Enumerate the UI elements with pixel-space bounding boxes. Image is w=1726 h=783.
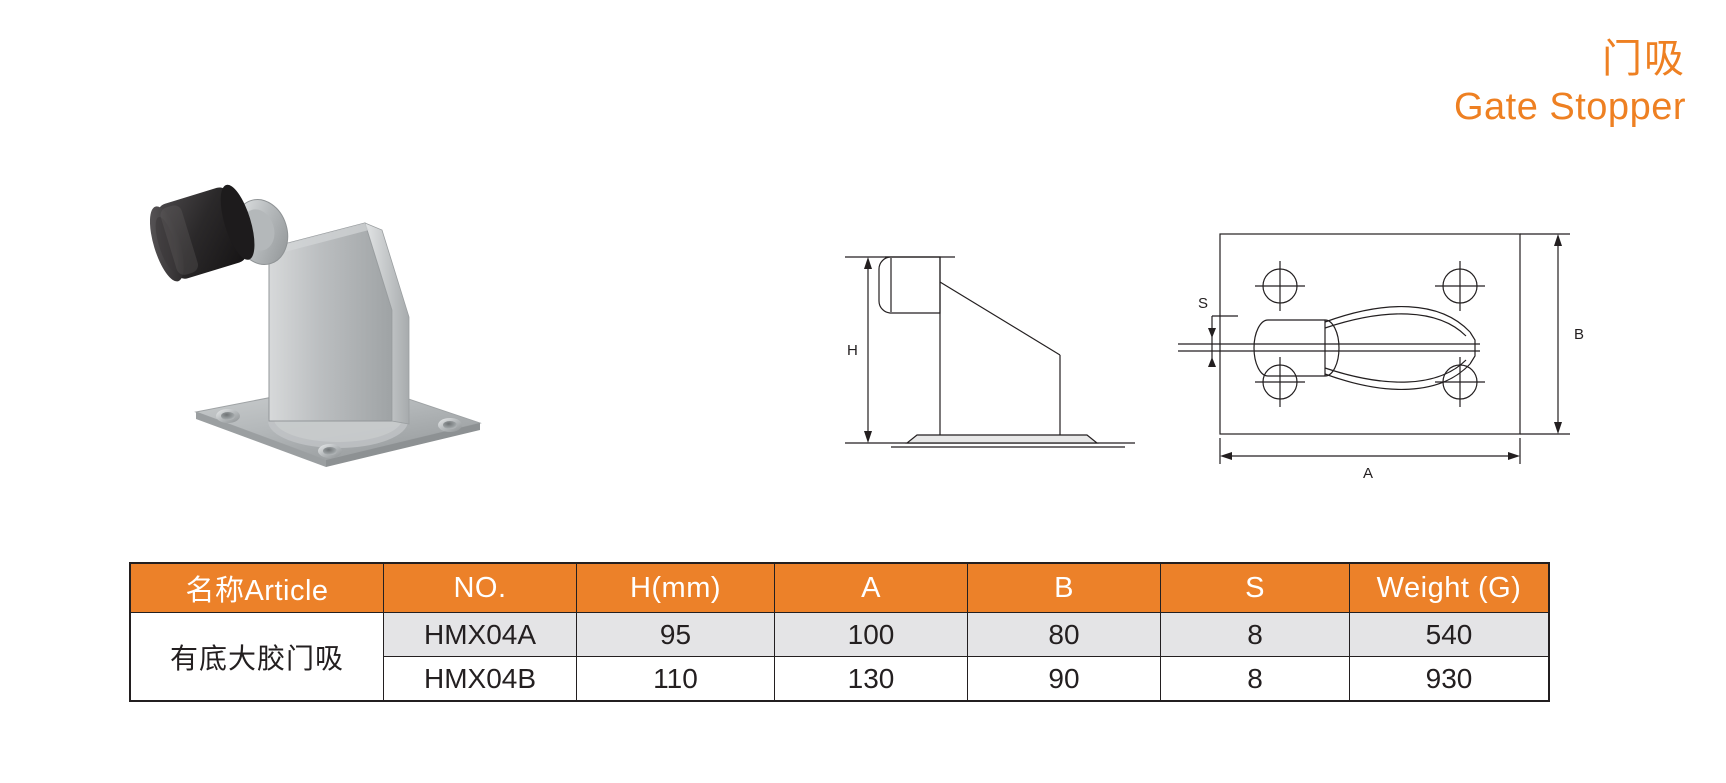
table-row: HMX04B 110 130 90 8 930 xyxy=(130,656,1550,702)
column-header-b: B xyxy=(967,562,1161,613)
cell-h: 110 xyxy=(576,656,775,702)
page-header: 门吸 Gate Stopper xyxy=(1046,36,1686,129)
screw-hole-top-left xyxy=(1255,261,1305,311)
column-header-no: NO. xyxy=(383,562,577,613)
column-header-a: A xyxy=(774,562,968,613)
photo-rubber-bumper xyxy=(150,184,255,282)
cell-no: HMX04A xyxy=(383,612,577,657)
column-header-weight: Weight (G) xyxy=(1349,562,1550,613)
dimension-label-h: H xyxy=(847,342,858,359)
screw-hole-top-right xyxy=(1435,261,1485,311)
column-header-s: S xyxy=(1160,562,1350,613)
column-header-article: 名称Article xyxy=(129,562,384,613)
page-title-english: Gate Stopper xyxy=(1453,86,1686,129)
cell-weight: 540 xyxy=(1349,612,1550,657)
cell-a: 130 xyxy=(774,656,968,702)
dimension-label-s: S xyxy=(1198,295,1208,312)
cell-no: HMX04B xyxy=(383,656,577,702)
side-elevation-drawing: H xyxy=(835,225,1155,475)
photo-upright-bracket xyxy=(268,222,410,425)
product-photo xyxy=(150,140,550,480)
specification-table: 名称Article NO. H(mm) A B S Weight (G) 有底大… xyxy=(129,562,1550,702)
cell-s: 8 xyxy=(1160,612,1350,657)
cell-h: 95 xyxy=(576,612,775,657)
table-header-row: 名称Article NO. H(mm) A B S Weight (G) xyxy=(129,562,1550,613)
cell-article-name: 有底大胶门吸 xyxy=(129,612,384,702)
top-plan-drawing: S A B xyxy=(1170,220,1650,480)
cell-weight: 930 xyxy=(1349,656,1550,702)
cell-s: 8 xyxy=(1160,656,1350,702)
dimension-label-b: B xyxy=(1574,326,1584,343)
page-title-chinese: 门吸 xyxy=(1602,36,1686,82)
dimension-label-a: A xyxy=(1363,465,1373,480)
cell-b: 90 xyxy=(967,656,1161,702)
screw-hole-bottom-left xyxy=(1255,357,1305,407)
column-header-h: H(mm) xyxy=(576,562,775,613)
cell-b: 80 xyxy=(967,612,1161,657)
table-row: 有底大胶门吸 HMX04A 95 100 80 8 540 xyxy=(129,612,1550,702)
cell-a: 100 xyxy=(774,612,968,657)
